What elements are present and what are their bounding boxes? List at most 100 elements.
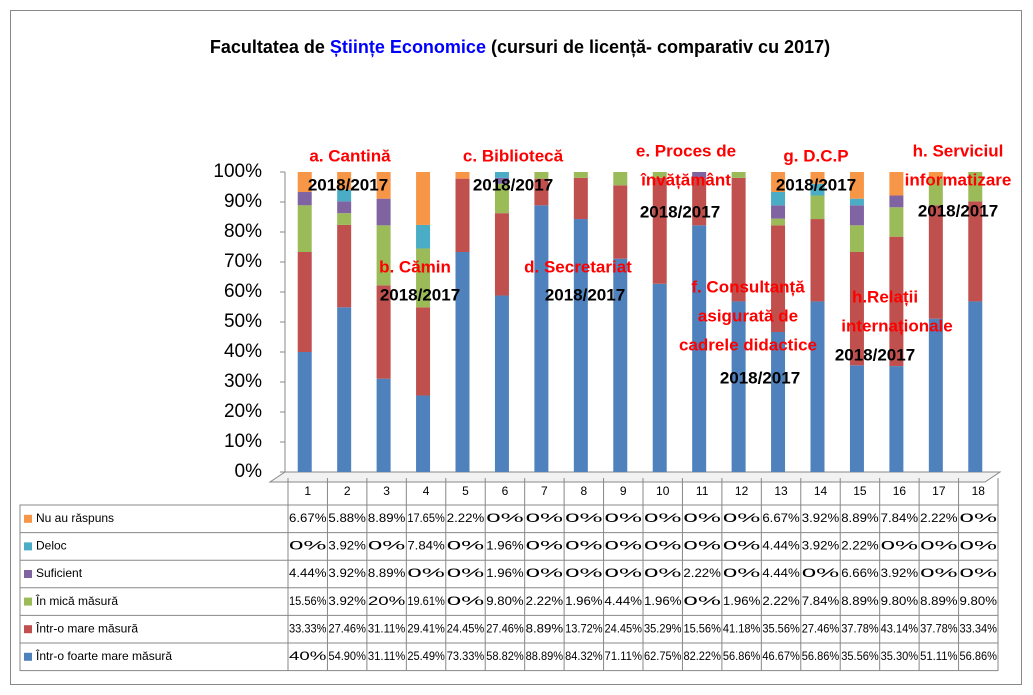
bar-segment xyxy=(810,301,825,472)
table-cell: 0% xyxy=(683,539,721,553)
x-tick-label: 16 xyxy=(893,484,907,498)
bar-segment xyxy=(494,177,509,184)
table-cell: 27.46% xyxy=(802,621,840,635)
table-cell: 56.86% xyxy=(802,649,840,663)
bar-segment xyxy=(849,365,864,472)
table-cell: 0% xyxy=(605,539,643,553)
x-tick-label: 1 xyxy=(304,484,311,498)
bar-segment xyxy=(376,198,391,226)
annotation: cadrele didactice xyxy=(679,335,817,354)
table-cell: 41.18% xyxy=(723,621,761,635)
bar-segment xyxy=(613,258,628,472)
annotation: h. Serviciul xyxy=(913,141,1004,160)
x-tick-label: 14 xyxy=(814,484,828,498)
table-cell: 58.82% xyxy=(486,649,524,663)
y-tick-label: 70% xyxy=(224,251,262,272)
table-cell: 2.22% xyxy=(920,511,958,525)
legend-swatch xyxy=(24,652,32,661)
legend-label: Într-o foarte mare măsură xyxy=(35,648,172,663)
table-cell: 1.96% xyxy=(486,539,524,553)
annotation: asigurată de xyxy=(698,306,798,325)
y-tick-label: 40% xyxy=(224,341,262,362)
annotation: c. Bibliotecă xyxy=(463,146,564,165)
annotation: 2018/2017 xyxy=(545,285,625,304)
bar-segment xyxy=(889,236,904,367)
bar-segment xyxy=(376,225,391,286)
table-cell: 56.86% xyxy=(723,649,761,663)
table-cell: 1.96% xyxy=(486,566,524,580)
table-cell: 1.96% xyxy=(644,594,682,608)
bar-segment xyxy=(771,192,786,206)
table-cell: 27.46% xyxy=(328,621,366,635)
annotation: 2018/2017 xyxy=(380,285,460,304)
table-cell: 15.56% xyxy=(683,621,721,635)
bar-segment xyxy=(849,225,864,252)
table-cell: 1.96% xyxy=(723,594,761,608)
table-cell: 27.46% xyxy=(486,621,524,635)
table-cell: 33.33% xyxy=(289,621,327,635)
bar-segment xyxy=(416,307,431,396)
x-tick-label: 2 xyxy=(344,484,351,498)
y-tick-label: 60% xyxy=(224,281,262,302)
y-tick-label: 30% xyxy=(224,371,262,392)
table-cell: 0% xyxy=(526,566,564,580)
bar-segment xyxy=(849,172,864,199)
x-tick-label: 12 xyxy=(735,484,749,498)
table-cell: 0% xyxy=(960,511,998,525)
annotation: b. Cămin xyxy=(379,257,451,276)
x-tick-label: 7 xyxy=(541,484,548,498)
annotation: d. Secretariat xyxy=(524,257,632,276)
table-cell: 5.88% xyxy=(328,511,366,525)
y-tick-label: 90% xyxy=(224,191,262,212)
bar-segment xyxy=(692,178,707,226)
table-cell: 24.45% xyxy=(447,621,485,635)
table-cell: 0% xyxy=(526,511,564,525)
table-cell: 7.84% xyxy=(407,539,445,553)
table-cell: 20% xyxy=(368,594,406,608)
bar-segment xyxy=(337,307,352,472)
table-cell: 0% xyxy=(802,566,840,580)
table-cell: 0% xyxy=(960,566,998,580)
bar-segment xyxy=(613,185,628,259)
table-cell: 0% xyxy=(447,566,485,580)
bar-segment xyxy=(297,192,312,206)
table-cell: 0% xyxy=(486,511,524,525)
bar-segment xyxy=(455,252,470,472)
table-cell: 37.78% xyxy=(920,621,958,635)
bar-segment xyxy=(376,172,391,199)
annotation: 2018/2017 xyxy=(308,175,388,194)
table-cell: 33.34% xyxy=(960,621,998,635)
table-cell: 0% xyxy=(683,594,721,608)
y-tick-label: 10% xyxy=(224,431,262,452)
table-cell: 15.56% xyxy=(289,594,327,608)
table-cell: 0% xyxy=(723,511,761,525)
table-cell: 35.30% xyxy=(881,649,919,663)
table-cell: 0% xyxy=(683,511,721,525)
bar-segment xyxy=(889,195,904,208)
bar-segment xyxy=(297,252,312,352)
bar-segment xyxy=(692,225,707,472)
bar-segment xyxy=(849,198,864,206)
bar-segment xyxy=(534,205,549,472)
table-cell: 1.96% xyxy=(565,594,603,608)
bar-segment xyxy=(416,248,431,308)
x-tick-label: 17 xyxy=(932,484,946,498)
bar-segment xyxy=(573,172,588,178)
table-cell: 88.89% xyxy=(526,649,564,663)
table-cell: 0% xyxy=(881,539,919,553)
legend-label: Suficient xyxy=(36,566,83,580)
x-tick-label: 13 xyxy=(774,484,788,498)
bar-segment xyxy=(297,205,312,253)
table-cell: 54.90% xyxy=(328,649,366,663)
bar-segment xyxy=(494,172,509,178)
table-cell: 19.61% xyxy=(407,594,445,608)
legend-label: Deloc xyxy=(36,539,67,553)
table-cell: 0% xyxy=(447,539,485,553)
annotation: internaționale xyxy=(841,316,952,335)
table-cell: 8.89% xyxy=(368,566,406,580)
table-cell: 7.84% xyxy=(881,511,919,525)
x-tick-label: 5 xyxy=(462,484,469,498)
table-cell: 8.89% xyxy=(841,511,879,525)
table-cell: 0% xyxy=(526,539,564,553)
table-cell: 62.75% xyxy=(644,649,682,663)
